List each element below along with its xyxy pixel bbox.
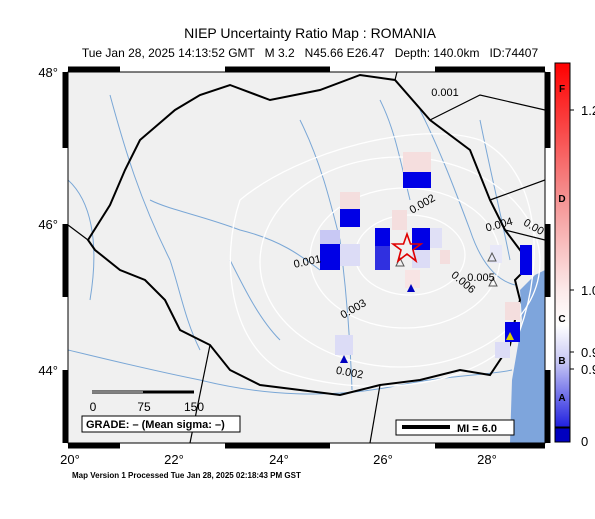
lat-label: 44° bbox=[38, 363, 58, 378]
lon-label: 26° bbox=[373, 452, 393, 467]
frame bbox=[62, 66, 551, 449]
grade-letter: B bbox=[558, 356, 565, 367]
mi-label: MI = 6.0 bbox=[457, 423, 497, 435]
scale-label: 75 bbox=[137, 400, 151, 414]
colorbar-label: 0 bbox=[581, 434, 588, 449]
colorbar: F D C B A 1.2 1.0 0.9 0.9 0 bbox=[554, 62, 595, 449]
grade: GRADE: – (Mean sigma: –) bbox=[86, 419, 225, 431]
lon-label: 20° bbox=[60, 452, 80, 467]
contour-label: 0.005 bbox=[467, 272, 495, 284]
scale-label: 150 bbox=[184, 400, 204, 414]
lat-label: 46° bbox=[38, 217, 58, 232]
grade-box bbox=[81, 415, 241, 433]
epicenter bbox=[390, 231, 424, 264]
black-sea bbox=[510, 270, 545, 443]
title: NIEP Uncertainty Ratio Map : ROMANIA bbox=[184, 25, 436, 41]
colorbar-label: 0.9 bbox=[581, 345, 595, 360]
contour-label: 0.002 bbox=[335, 365, 364, 382]
lat-label: 48° bbox=[38, 65, 58, 80]
colorbar-label: 1.2 bbox=[581, 103, 595, 118]
map-area: 0.001 0.002 0.004 0.00 0.005 0.006 0.001… bbox=[68, 72, 545, 443]
contour-label: 0.001 bbox=[431, 87, 459, 99]
scale-label: 0 bbox=[90, 400, 97, 414]
colorbar-label: 1.0 bbox=[581, 283, 595, 298]
rivers bbox=[68, 94, 516, 395]
lon-label: 22° bbox=[164, 452, 184, 467]
footer: Map Version 1 Processed Tue Jan 28, 2025… bbox=[72, 471, 301, 480]
mi-box bbox=[395, 419, 515, 436]
country-border bbox=[86, 73, 532, 397]
colorbar-label: 0.9 bbox=[581, 362, 595, 377]
grade-letter: F bbox=[559, 84, 565, 95]
lon-label: 28° bbox=[477, 452, 497, 467]
grade-letter: D bbox=[558, 194, 565, 205]
grade-letter: A bbox=[558, 393, 565, 404]
borders bbox=[68, 72, 545, 443]
contour-label: 0.001 bbox=[293, 253, 322, 270]
grade-letter: C bbox=[558, 314, 565, 325]
lon-label: 24° bbox=[269, 452, 289, 467]
scale-bar: 0 75 150 bbox=[90, 390, 204, 414]
subtitle: Tue Jan 28, 2025 14:13:52 GMT M 3.2 N45.… bbox=[82, 46, 539, 60]
